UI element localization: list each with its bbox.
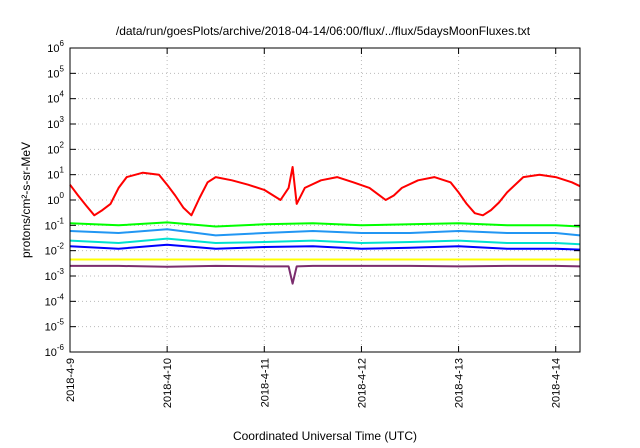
flux-series-line-4	[69, 237, 581, 246]
x-tick-label: 2018-4-10	[162, 358, 174, 408]
x-tick-label: 2018-4-9	[65, 358, 77, 402]
x-tick-label: 2018-4-14	[551, 358, 563, 408]
y-tick-label: 10-6	[45, 343, 65, 359]
x-axis-label: Coordinated Universal Time (UTC)	[233, 429, 417, 443]
axis-ticks	[69, 47, 580, 353]
y-tick-label: 10-4	[45, 292, 65, 308]
y-axis-label: protons/cm²-s-sr-MeV	[19, 142, 33, 258]
flux-series-line-3	[69, 228, 581, 237]
y-tick-label: 103	[47, 115, 64, 131]
y-tick-label: 102	[47, 140, 64, 156]
flux-series-line-5	[69, 243, 581, 251]
y-tick-label: 104	[47, 90, 64, 106]
x-tick-labels: 2018-4-9 2018-4-10 2018-4-11 2018-4-12 2018-…	[65, 358, 563, 408]
y-tick-labels: 10-6 10-5 10-4 10-3 10-2 10-1 100 101 102 103 104 1…	[45, 39, 65, 359]
chart-title: /data/run/goesPlots/archive/2018-04-14/0…	[116, 24, 531, 38]
y-tick-label: 10-5	[45, 318, 65, 334]
grid-lines	[70, 48, 580, 352]
y-tick-label: 101	[47, 166, 64, 182]
x-tick-label: 2018-4-13	[454, 358, 466, 408]
x-tick-label: 2018-4-12	[356, 358, 368, 408]
flux-series-line-2	[69, 221, 581, 228]
y-tick-label: 10-1	[45, 216, 65, 232]
y-tick-label: 10-3	[45, 267, 65, 283]
flux-series-line-7	[70, 264, 581, 285]
x-tick-label: 2018-4-11	[259, 358, 271, 407]
y-tick-label: 106	[47, 39, 64, 55]
series-layer	[69, 166, 581, 285]
flux-series-line-1	[69, 166, 581, 217]
y-tick-label: 100	[47, 191, 64, 207]
y-tick-label: 105	[47, 64, 64, 80]
y-tick-label: 10-2	[45, 242, 65, 258]
